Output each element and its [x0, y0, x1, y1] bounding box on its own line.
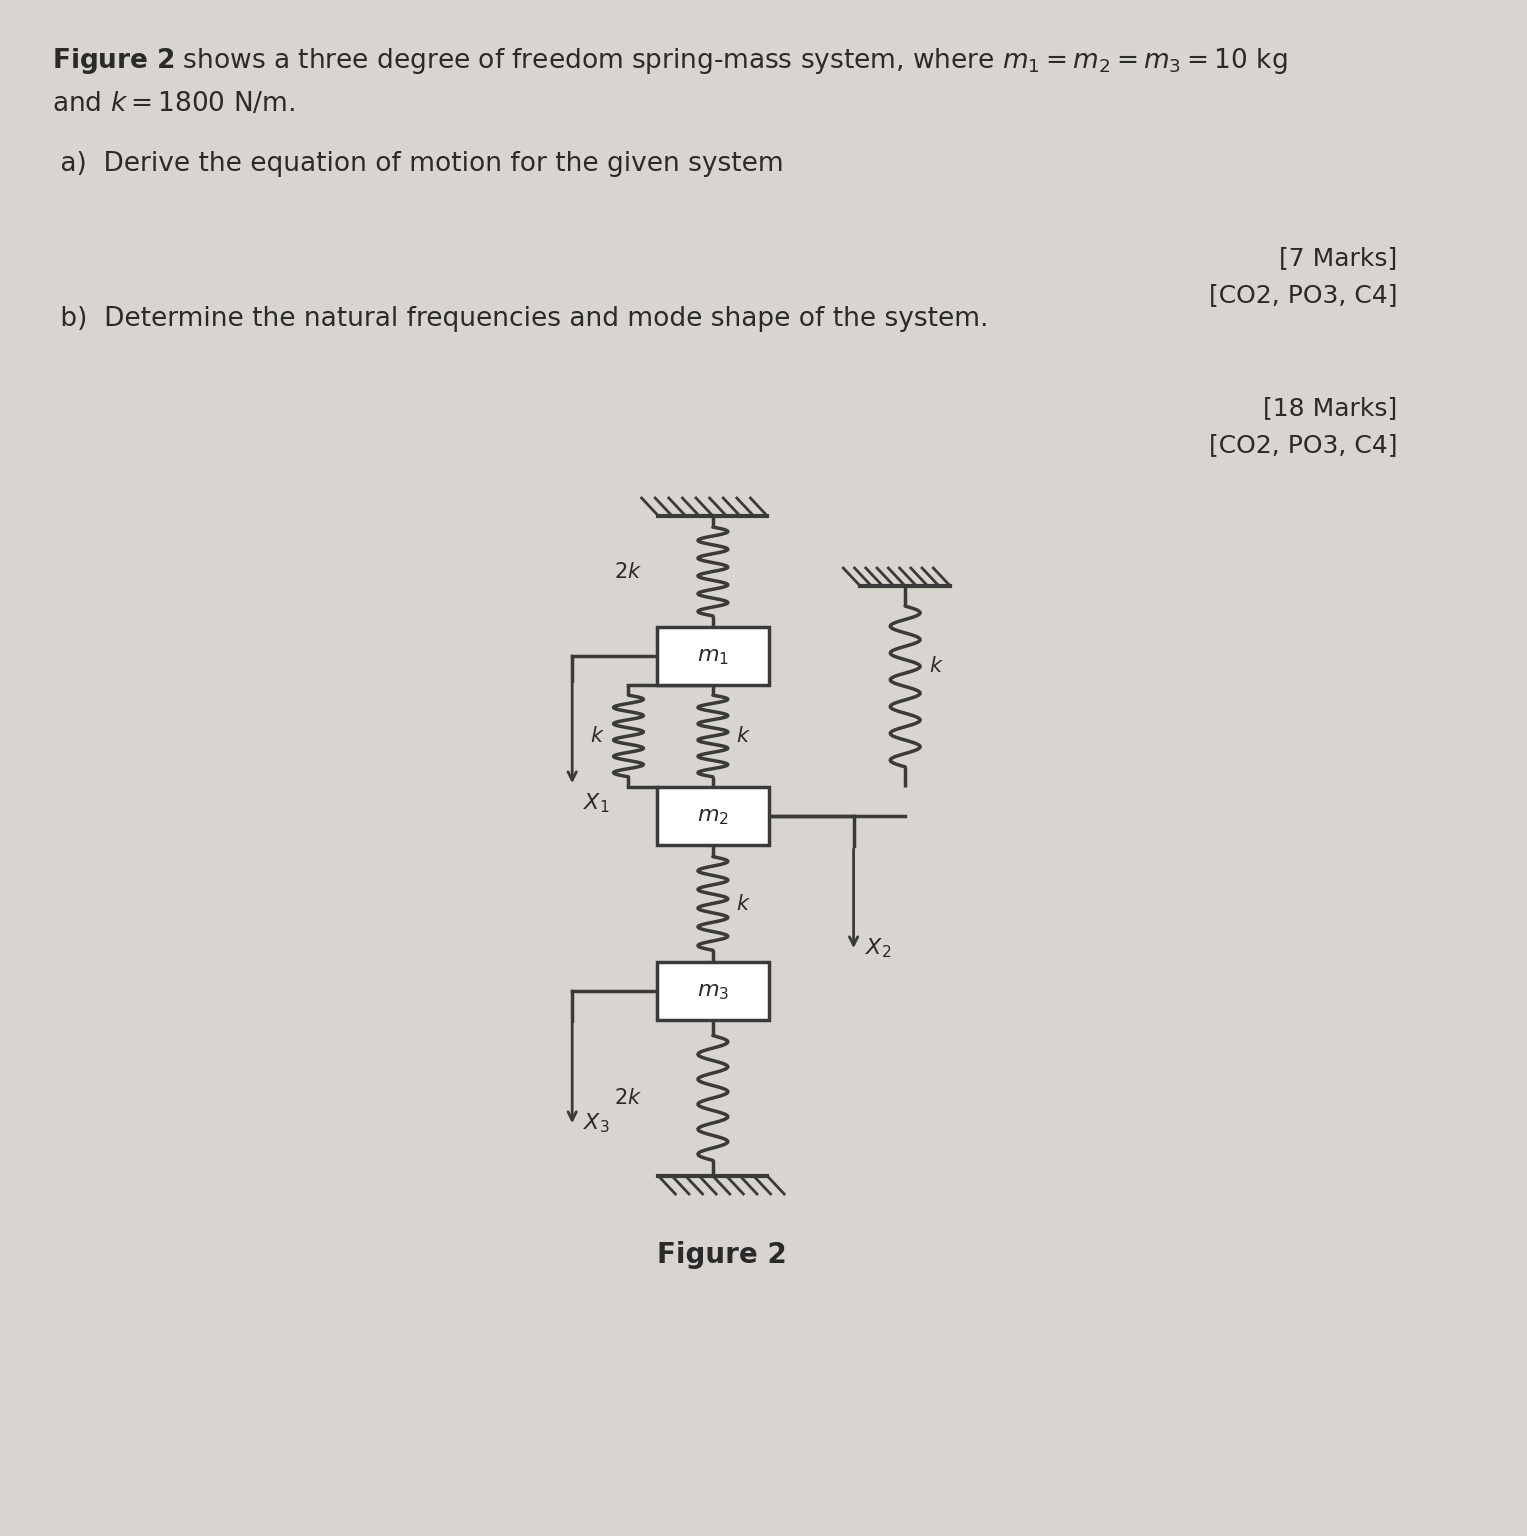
Text: a)  Derive the equation of motion for the given system: a) Derive the equation of motion for the…: [52, 151, 783, 177]
Text: [7 Marks]: [7 Marks]: [1280, 246, 1397, 270]
Text: $X_1$: $X_1$: [583, 791, 609, 814]
Text: [CO2, PO3, C4]: [CO2, PO3, C4]: [1209, 283, 1397, 307]
Bar: [657, 962, 770, 1020]
Bar: [657, 786, 770, 845]
Text: $k$: $k$: [591, 727, 605, 746]
Text: $k$: $k$: [928, 656, 944, 676]
Text: b)  Determine the natural frequencies and mode shape of the system.: b) Determine the natural frequencies and…: [52, 306, 988, 332]
Text: $m_3$: $m_3$: [696, 980, 728, 1001]
Text: $X_3$: $X_3$: [583, 1111, 611, 1135]
Text: $X_2$: $X_2$: [864, 935, 892, 960]
Text: $k$: $k$: [736, 727, 751, 746]
Text: and $k = 1800$ N/m.: and $k = 1800$ N/m.: [52, 91, 295, 117]
Text: $\mathbf{Figure\ 2}$ shows a three degree of freedom spring-mass system, where $: $\mathbf{Figure\ 2}$ shows a three degre…: [52, 46, 1287, 75]
Bar: [657, 627, 770, 685]
Text: Figure 2: Figure 2: [658, 1241, 786, 1269]
Text: $2k$: $2k$: [614, 562, 643, 582]
Text: $m_1$: $m_1$: [696, 645, 728, 667]
Text: $m_2$: $m_2$: [696, 805, 728, 826]
Text: $2k$: $2k$: [614, 1087, 643, 1107]
Text: $k$: $k$: [736, 894, 751, 914]
Text: [CO2, PO3, C4]: [CO2, PO3, C4]: [1209, 433, 1397, 458]
Text: [18 Marks]: [18 Marks]: [1263, 396, 1397, 419]
